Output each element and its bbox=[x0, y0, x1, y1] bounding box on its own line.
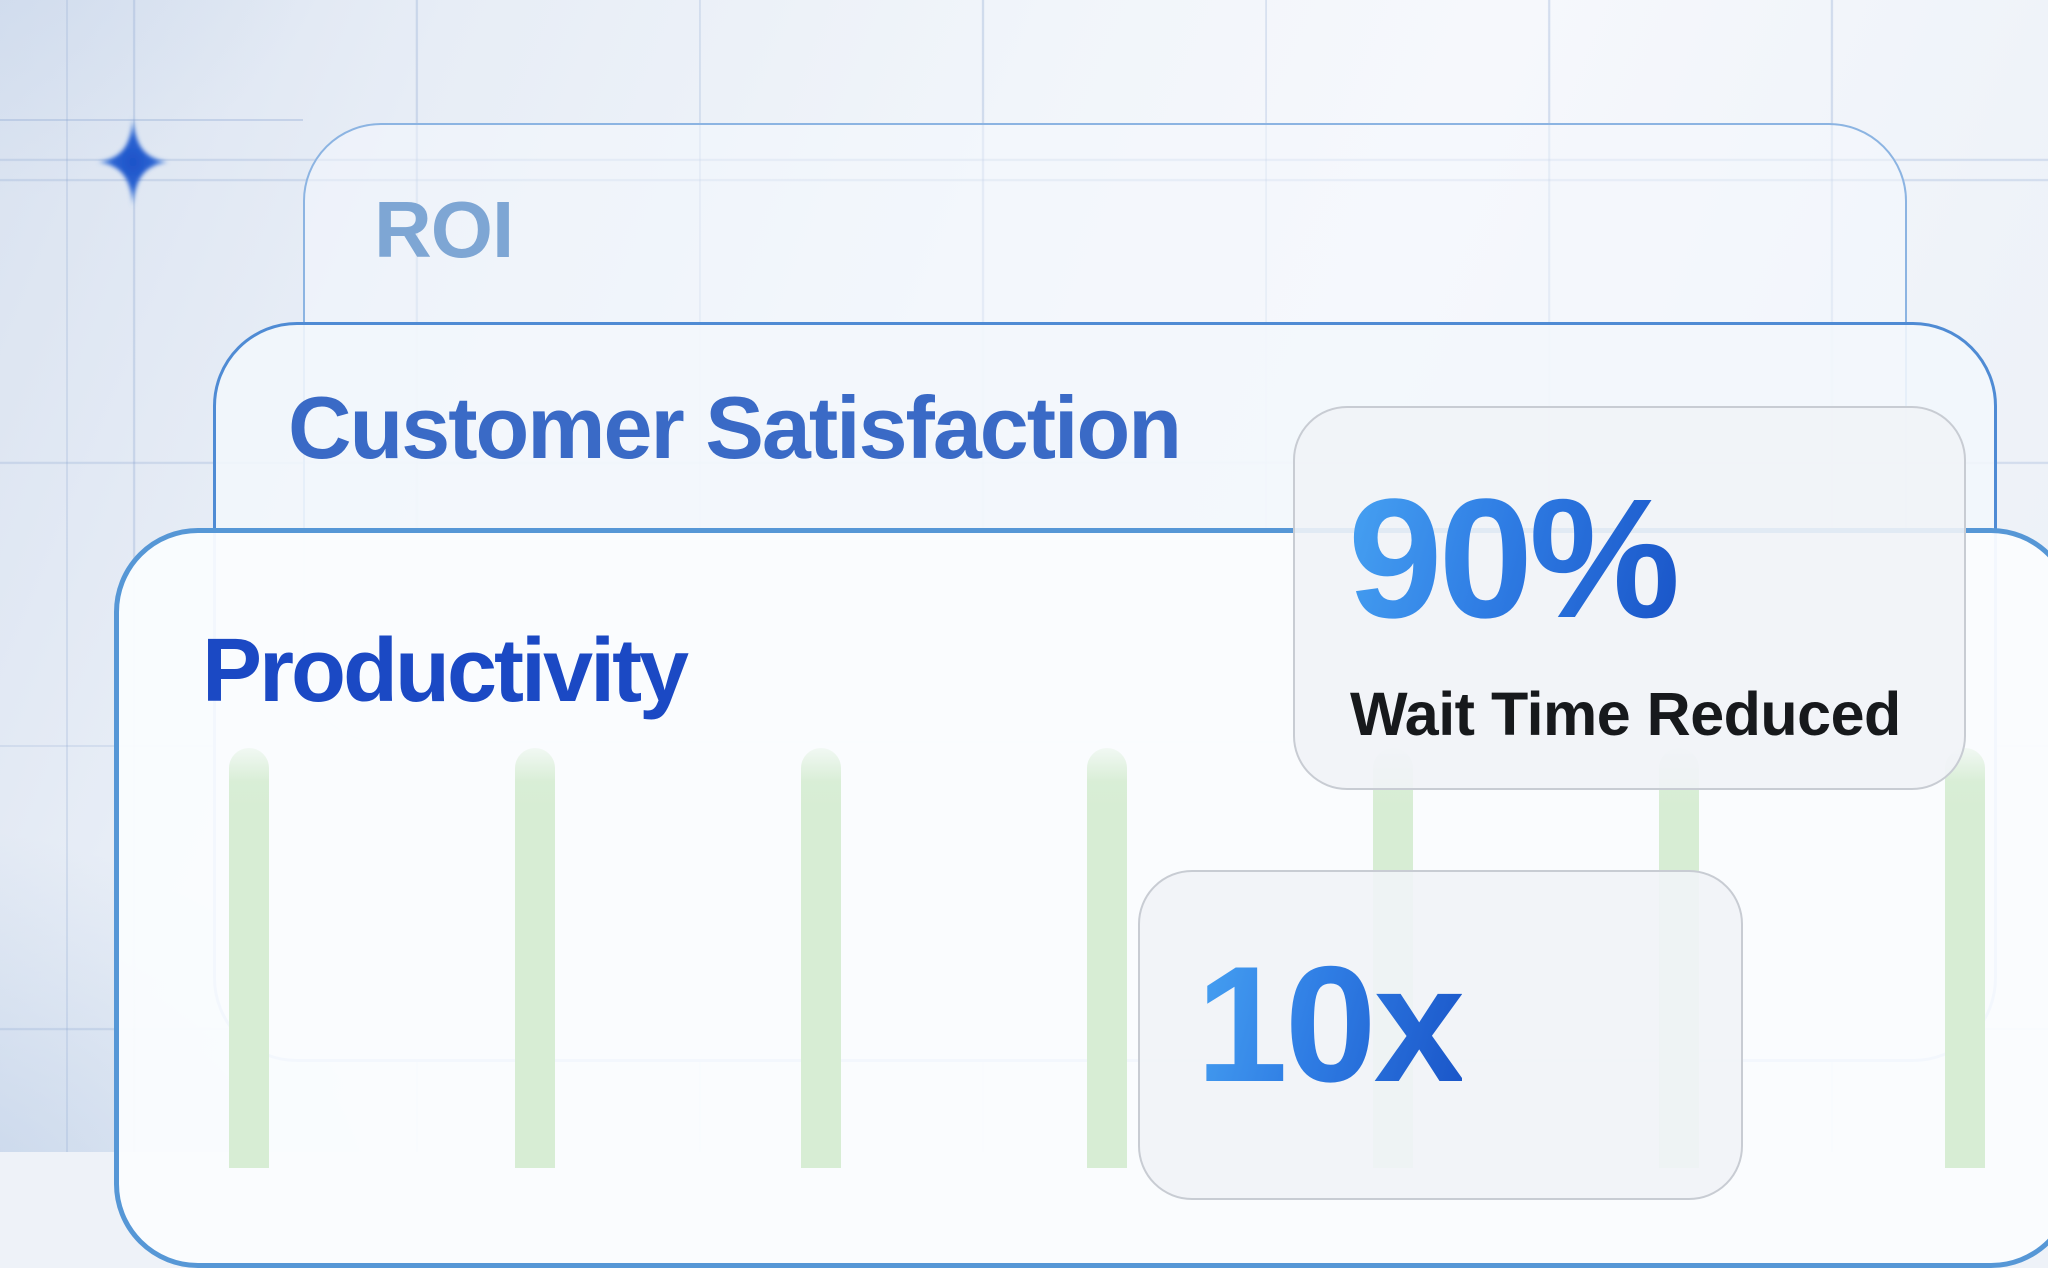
sparkle-icon bbox=[87, 110, 179, 214]
tenx-stat-value: 10x bbox=[1196, 932, 1465, 1116]
wait-time-stat-label: Wait Time Reduced bbox=[1350, 680, 1901, 748]
roi-label: ROI bbox=[374, 185, 514, 274]
wait-time-stat-card bbox=[1293, 406, 1966, 790]
productivity-label: Productivity bbox=[202, 621, 689, 721]
tenx-stat-card bbox=[1138, 870, 1743, 1200]
background-grid-line bbox=[0, 119, 303, 121]
wait-time-stat-value: 90% bbox=[1348, 464, 1680, 654]
customer-satisfaction-label: Customer Satisfaction bbox=[288, 378, 1182, 477]
